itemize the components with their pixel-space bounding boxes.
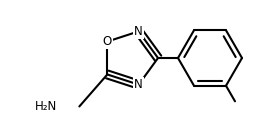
Text: N: N bbox=[134, 25, 143, 38]
Text: H₂N: H₂N bbox=[35, 100, 57, 113]
Text: N: N bbox=[134, 78, 143, 91]
Text: O: O bbox=[103, 35, 112, 48]
